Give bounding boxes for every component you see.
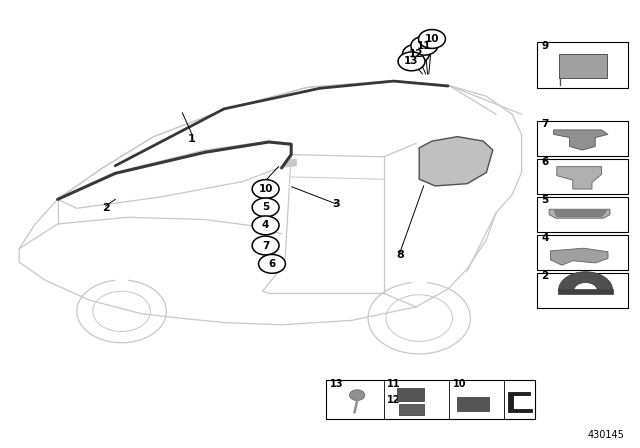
FancyBboxPatch shape [537,159,628,194]
Circle shape [398,52,425,71]
Text: 11: 11 [417,41,431,51]
Text: 6: 6 [541,157,548,167]
Text: 1: 1 [188,134,196,144]
Text: 2: 2 [102,203,109,213]
Polygon shape [550,248,608,265]
Text: 3: 3 [332,199,340,209]
Circle shape [419,30,445,48]
Text: 7: 7 [541,119,549,129]
Text: 6: 6 [268,259,276,269]
Text: 10: 10 [452,379,466,388]
Text: 4: 4 [541,233,549,243]
Circle shape [252,216,279,235]
FancyBboxPatch shape [537,42,628,88]
Text: 12: 12 [409,49,423,59]
Text: 13: 13 [330,379,343,388]
Wedge shape [558,271,613,291]
Text: 5: 5 [262,202,269,212]
Circle shape [252,198,279,217]
FancyBboxPatch shape [397,388,424,401]
Polygon shape [554,130,608,150]
Circle shape [349,390,365,401]
FancyBboxPatch shape [326,380,535,419]
Text: 2: 2 [541,271,548,281]
Polygon shape [419,137,493,186]
Text: 13: 13 [404,56,419,66]
Text: 11: 11 [387,379,401,388]
FancyBboxPatch shape [558,289,613,294]
Text: 10: 10 [425,34,439,44]
FancyBboxPatch shape [537,121,628,156]
Text: 430145: 430145 [587,430,624,440]
Circle shape [411,36,438,55]
Text: 4: 4 [262,220,269,230]
Polygon shape [549,209,610,218]
Text: 8: 8 [396,250,404,260]
FancyBboxPatch shape [537,235,628,270]
Circle shape [403,44,429,63]
FancyBboxPatch shape [537,273,628,308]
Polygon shape [285,159,296,167]
Polygon shape [554,211,607,216]
Text: 12: 12 [387,395,401,405]
Polygon shape [557,167,602,189]
Text: 7: 7 [262,241,269,250]
FancyBboxPatch shape [399,404,424,415]
Circle shape [259,254,285,273]
Text: 5: 5 [541,195,548,205]
FancyBboxPatch shape [457,397,489,411]
Text: 9: 9 [541,41,548,51]
Circle shape [252,236,279,255]
FancyBboxPatch shape [559,54,607,78]
FancyBboxPatch shape [537,197,628,232]
Polygon shape [508,392,532,412]
Text: 10: 10 [259,184,273,194]
Circle shape [252,180,279,198]
